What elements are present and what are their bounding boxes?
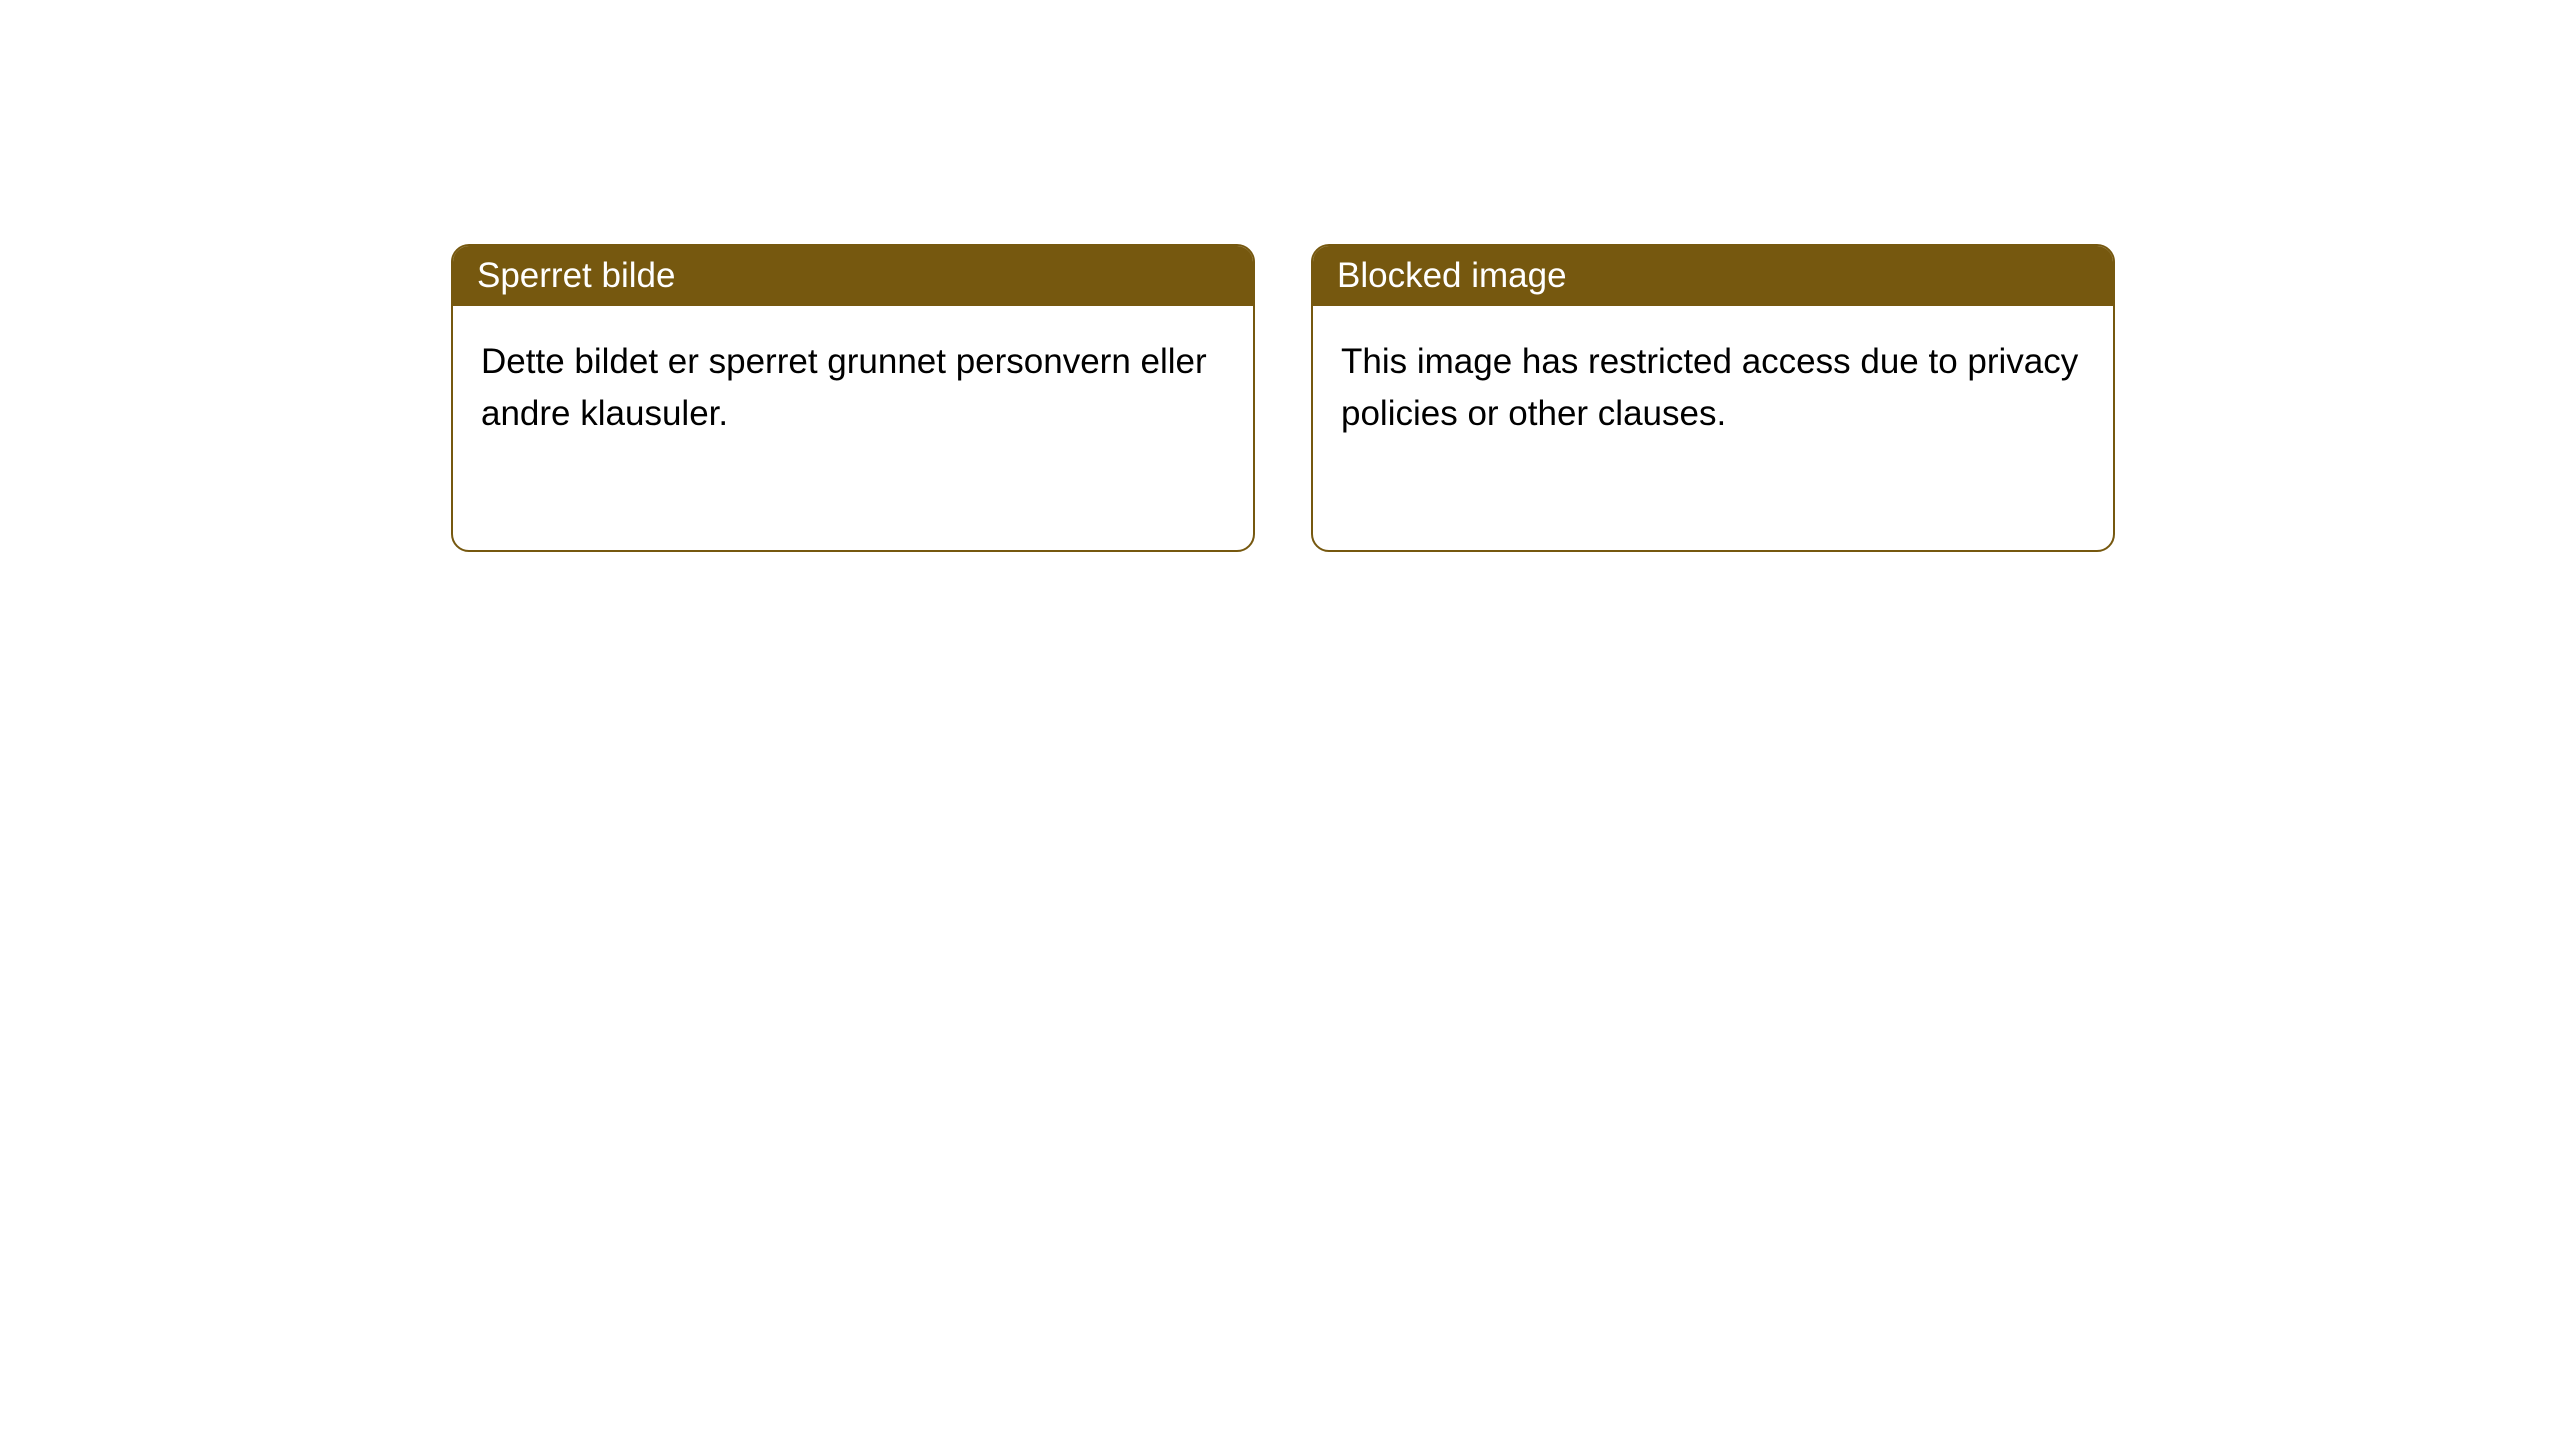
blocked-image-card-en: Blocked image This image has restricted … xyxy=(1311,244,2115,552)
card-title: Sperret bilde xyxy=(477,256,675,295)
card-body-text: This image has restricted access due to … xyxy=(1341,342,2078,433)
card-header: Sperret bilde xyxy=(453,246,1253,306)
card-body: Dette bildet er sperret grunnet personve… xyxy=(453,306,1253,550)
card-body-text: Dette bildet er sperret grunnet personve… xyxy=(481,342,1207,433)
card-header: Blocked image xyxy=(1313,246,2113,306)
blocked-image-card-no: Sperret bilde Dette bildet er sperret gr… xyxy=(451,244,1255,552)
card-body: This image has restricted access due to … xyxy=(1313,306,2113,550)
cards-container: Sperret bilde Dette bildet er sperret gr… xyxy=(451,244,2115,552)
card-title: Blocked image xyxy=(1337,256,1567,295)
